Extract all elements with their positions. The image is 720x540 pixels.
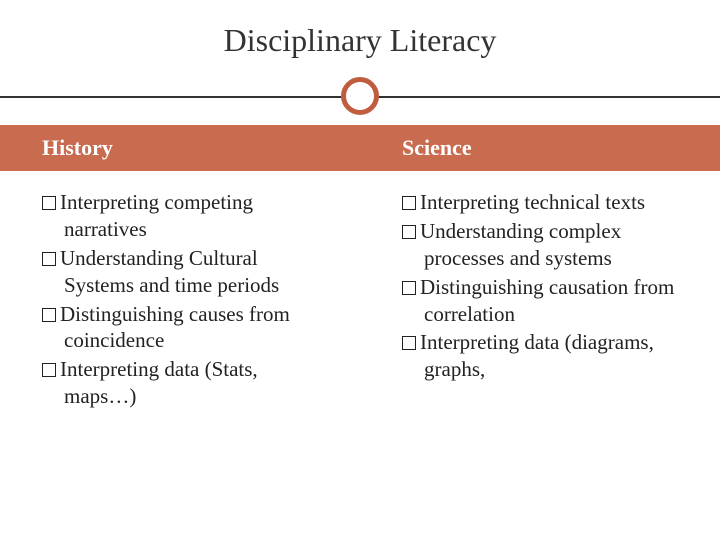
column-header-band: History Science	[0, 125, 720, 171]
title-divider	[0, 77, 720, 117]
checkbox-icon	[402, 196, 416, 210]
columns-container: Interpreting competing narratives Unders…	[0, 171, 720, 412]
item-text: Distinguishing causes from coincidence	[60, 302, 290, 353]
checkbox-icon	[402, 336, 416, 350]
item-text: Understanding complex processes and syst…	[420, 219, 621, 270]
list-item: Distinguishing causes from coincidence	[42, 301, 320, 355]
list-item: Interpreting technical texts	[402, 189, 680, 216]
item-text: Distinguishing causation from correlatio…	[420, 275, 674, 326]
checkbox-icon	[42, 363, 56, 377]
page-title: Disciplinary Literacy	[0, 0, 720, 77]
item-text: Interpreting data (Stats, maps…)	[60, 357, 258, 408]
checkbox-icon	[402, 281, 416, 295]
divider-circle-icon	[341, 77, 379, 115]
checkbox-icon	[42, 196, 56, 210]
item-text: Understanding Cultural Systems and time …	[60, 246, 279, 297]
checkbox-icon	[402, 225, 416, 239]
checkbox-icon	[42, 308, 56, 322]
slide: Disciplinary Literacy History Science In…	[0, 0, 720, 540]
list-item: Understanding complex processes and syst…	[402, 218, 680, 272]
item-text: Interpreting technical texts	[420, 190, 645, 214]
column-history: Interpreting competing narratives Unders…	[0, 189, 360, 412]
list-item: Interpreting data (Stats, maps…)	[42, 356, 320, 410]
item-text: Interpreting competing narratives	[60, 190, 253, 241]
item-text: Interpreting data (diagrams, graphs,	[420, 330, 654, 381]
list-item: Understanding Cultural Systems and time …	[42, 245, 320, 299]
list-item: Distinguishing causation from correlatio…	[402, 274, 680, 328]
column-science: Interpreting technical texts Understandi…	[360, 189, 720, 412]
list-item: Interpreting competing narratives	[42, 189, 320, 243]
column-header-science: Science	[360, 135, 720, 161]
column-header-history: History	[0, 135, 360, 161]
checkbox-icon	[42, 252, 56, 266]
list-item: Interpreting data (diagrams, graphs,	[402, 329, 680, 383]
